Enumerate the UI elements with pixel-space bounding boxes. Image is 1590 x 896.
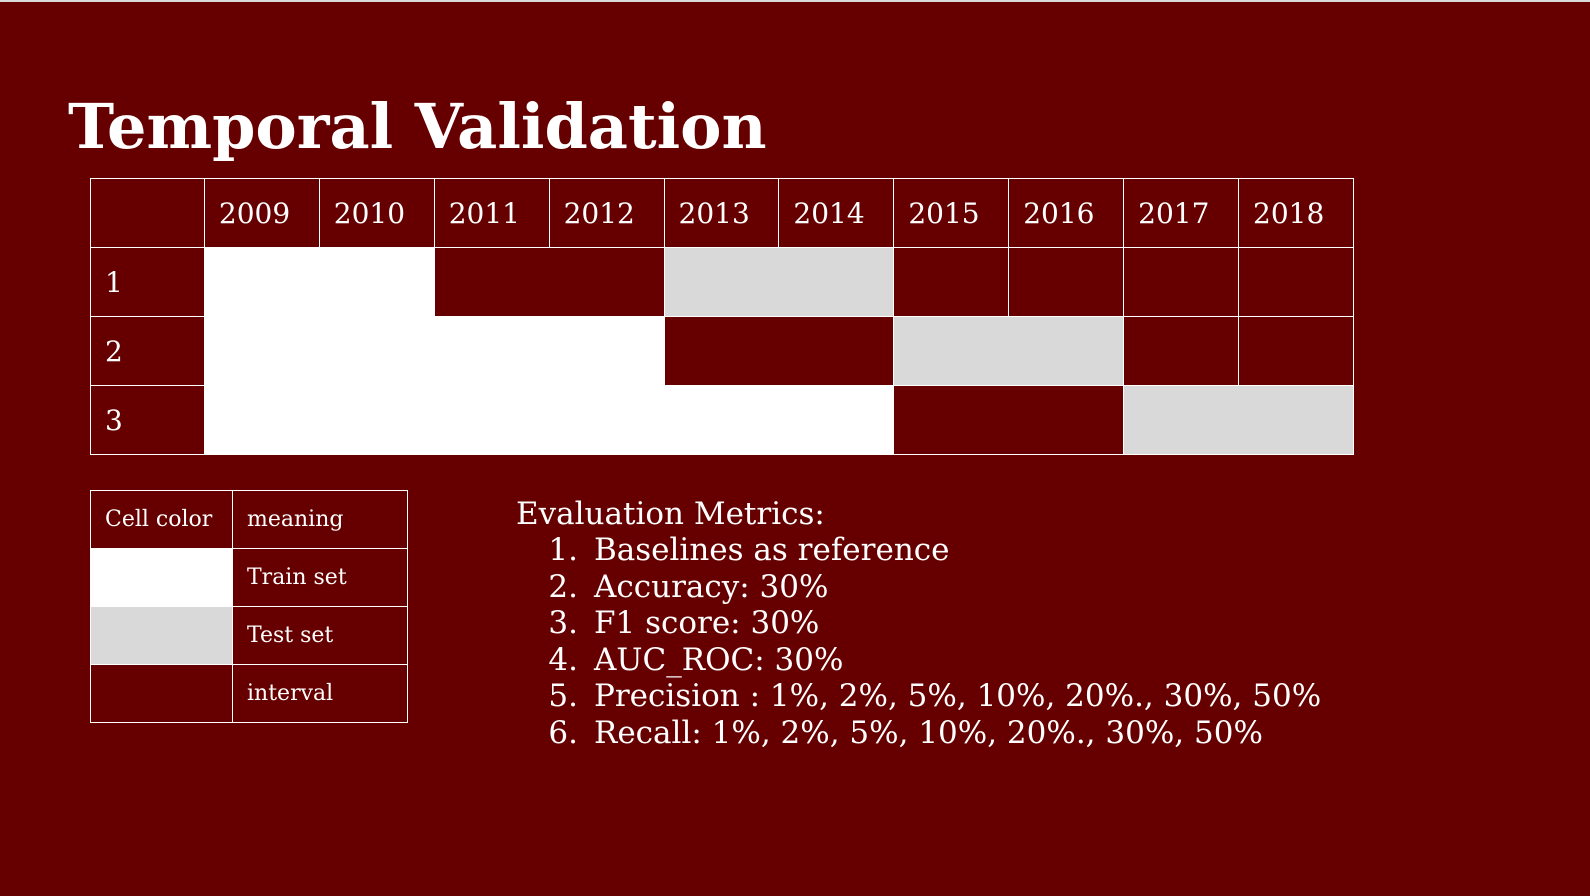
metric-item: 3. F1 score: 30%: [516, 605, 1476, 642]
legend-swatch-test: [90, 606, 233, 665]
metric-text: F1 score: 30%: [594, 605, 820, 641]
split-label: 2: [90, 316, 205, 386]
metric-text: Baselines as reference: [594, 532, 950, 568]
legend-header-meaning: meaning: [232, 490, 408, 549]
metric-item: 6. Recall: 1%, 2%, 5%, 10%, 20%., 30%, 50…: [516, 715, 1476, 752]
metric-number: 2.: [548, 568, 578, 605]
train-period-cell: [203, 247, 435, 317]
interval-period-cell: [893, 385, 1125, 455]
metrics-heading: Evaluation Metrics:: [516, 496, 825, 532]
empty-cell: [893, 247, 1010, 317]
split-row: 2: [90, 316, 1354, 386]
empty-cell: [1238, 247, 1354, 317]
year-header-cell: 2009: [203, 178, 320, 248]
empty-cell: [1238, 316, 1354, 386]
metric-text: Recall: 1%, 2%, 5%, 10%, 20%., 30%, 50%: [594, 714, 1263, 751]
legend-swatch-interval: [90, 664, 233, 723]
metric-text: Accuracy: 30%: [594, 568, 829, 605]
legend-table: Cell color meaning Train set Test set inte…: [90, 490, 408, 723]
year-header-cell: 2011: [433, 178, 550, 248]
year-header-cell: 2016: [1008, 178, 1125, 248]
split-label: 3: [90, 385, 205, 455]
metric-number: 3.: [548, 605, 578, 641]
legend-meaning: Train set: [232, 548, 408, 607]
metric-item: 5. Precision : 1%, 2%, 5%, 10%, 20%., 30%…: [516, 678, 1476, 715]
year-header-cell: 2012: [548, 178, 665, 248]
year-header-cell: 2018: [1238, 178, 1354, 248]
metric-number: 1.: [548, 532, 578, 568]
metric-number: 4.: [548, 641, 578, 678]
legend-row: Test set: [90, 606, 408, 665]
test-period-cell: [893, 316, 1125, 386]
top-border-line: [0, 0, 1590, 2]
year-header-row: 2009 2010 2011 2012 2013 2014 2015 2016 2017 2018: [90, 178, 1354, 248]
train-period-cell: [203, 385, 895, 455]
legend-row: interval: [90, 664, 408, 723]
legend-meaning: interval: [232, 664, 408, 723]
interval-period-cell: [433, 247, 665, 317]
empty-cell: [1008, 247, 1125, 317]
legend-header-color: Cell color: [90, 490, 233, 549]
empty-cell: [1123, 247, 1240, 317]
legend-row: Train set: [90, 548, 408, 607]
corner-cell: [90, 178, 205, 248]
metric-item: 2. Accuracy: 30%: [516, 569, 1476, 606]
metric-item: 1. Baselines as reference: [516, 532, 1476, 569]
metric-text: AUC_ROC: 30%: [594, 641, 844, 678]
empty-cell: [1123, 316, 1240, 386]
metric-item: 4. AUC_ROC: 30%: [516, 642, 1476, 679]
year-header-cell: 2015: [893, 178, 1010, 248]
metric-number: 6.: [548, 714, 578, 751]
slide-title: Temporal Validation: [68, 90, 767, 163]
year-header-cell: 2013: [663, 178, 780, 248]
test-period-cell: [1123, 385, 1354, 455]
metrics-list: 1. Baselines as reference 2. Accuracy: 30% 3…: [516, 532, 1476, 751]
metric-text: Precision : 1%, 2%, 5%, 10%, 20%., 30%, …: [594, 678, 1322, 714]
metric-number: 5.: [548, 678, 578, 714]
split-label: 1: [90, 247, 205, 317]
train-period-cell: [203, 316, 665, 386]
interval-period-cell: [663, 316, 895, 386]
temporal-validation-grid: 2009 2010 2011 2012 2013 2014 2015 2016 2017 2018…: [90, 178, 1354, 455]
legend-swatch-train: [90, 548, 233, 607]
split-row: 3: [90, 385, 1354, 455]
legend-meaning: Test set: [232, 606, 408, 665]
legend-header-row: Cell color meaning: [90, 490, 408, 549]
test-period-cell: [663, 247, 895, 317]
evaluation-metrics: Evaluation Metrics: 1. Baselines as refer…: [516, 496, 1476, 751]
year-header-cell: 2010: [318, 178, 435, 248]
split-row: 1: [90, 247, 1354, 317]
year-header-cell: 2014: [778, 178, 895, 248]
year-header-cell: 2017: [1123, 178, 1240, 248]
